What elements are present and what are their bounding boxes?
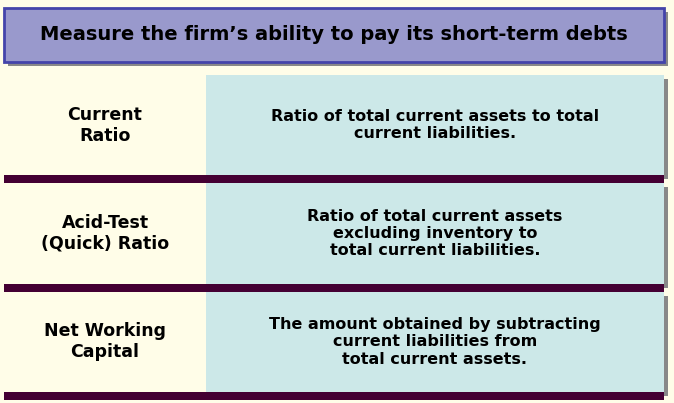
FancyBboxPatch shape <box>206 292 664 392</box>
FancyBboxPatch shape <box>4 75 206 175</box>
Text: Measure the firm’s ability to pay its short-term debts: Measure the firm’s ability to pay its sh… <box>40 25 628 44</box>
FancyBboxPatch shape <box>4 8 664 62</box>
Text: The amount obtained by subtracting
current liabilities from
total current assets: The amount obtained by subtracting curre… <box>269 317 601 367</box>
Text: Acid-Test
(Quick) Ratio: Acid-Test (Quick) Ratio <box>41 214 169 253</box>
FancyBboxPatch shape <box>4 392 664 400</box>
FancyBboxPatch shape <box>4 292 206 392</box>
FancyBboxPatch shape <box>4 175 664 183</box>
FancyBboxPatch shape <box>206 75 664 175</box>
FancyBboxPatch shape <box>206 183 664 284</box>
Text: Current
Ratio: Current Ratio <box>67 106 142 145</box>
Text: Ratio of total current assets
excluding inventory to
total current liabilities.: Ratio of total current assets excluding … <box>307 209 563 258</box>
FancyBboxPatch shape <box>4 284 664 292</box>
FancyBboxPatch shape <box>4 183 206 284</box>
FancyBboxPatch shape <box>210 187 668 288</box>
Text: Net Working
Capital: Net Working Capital <box>44 322 166 361</box>
FancyBboxPatch shape <box>210 79 668 179</box>
Text: Ratio of total current assets to total
current liabilities.: Ratio of total current assets to total c… <box>271 109 599 141</box>
FancyBboxPatch shape <box>210 296 668 396</box>
FancyBboxPatch shape <box>8 12 668 66</box>
